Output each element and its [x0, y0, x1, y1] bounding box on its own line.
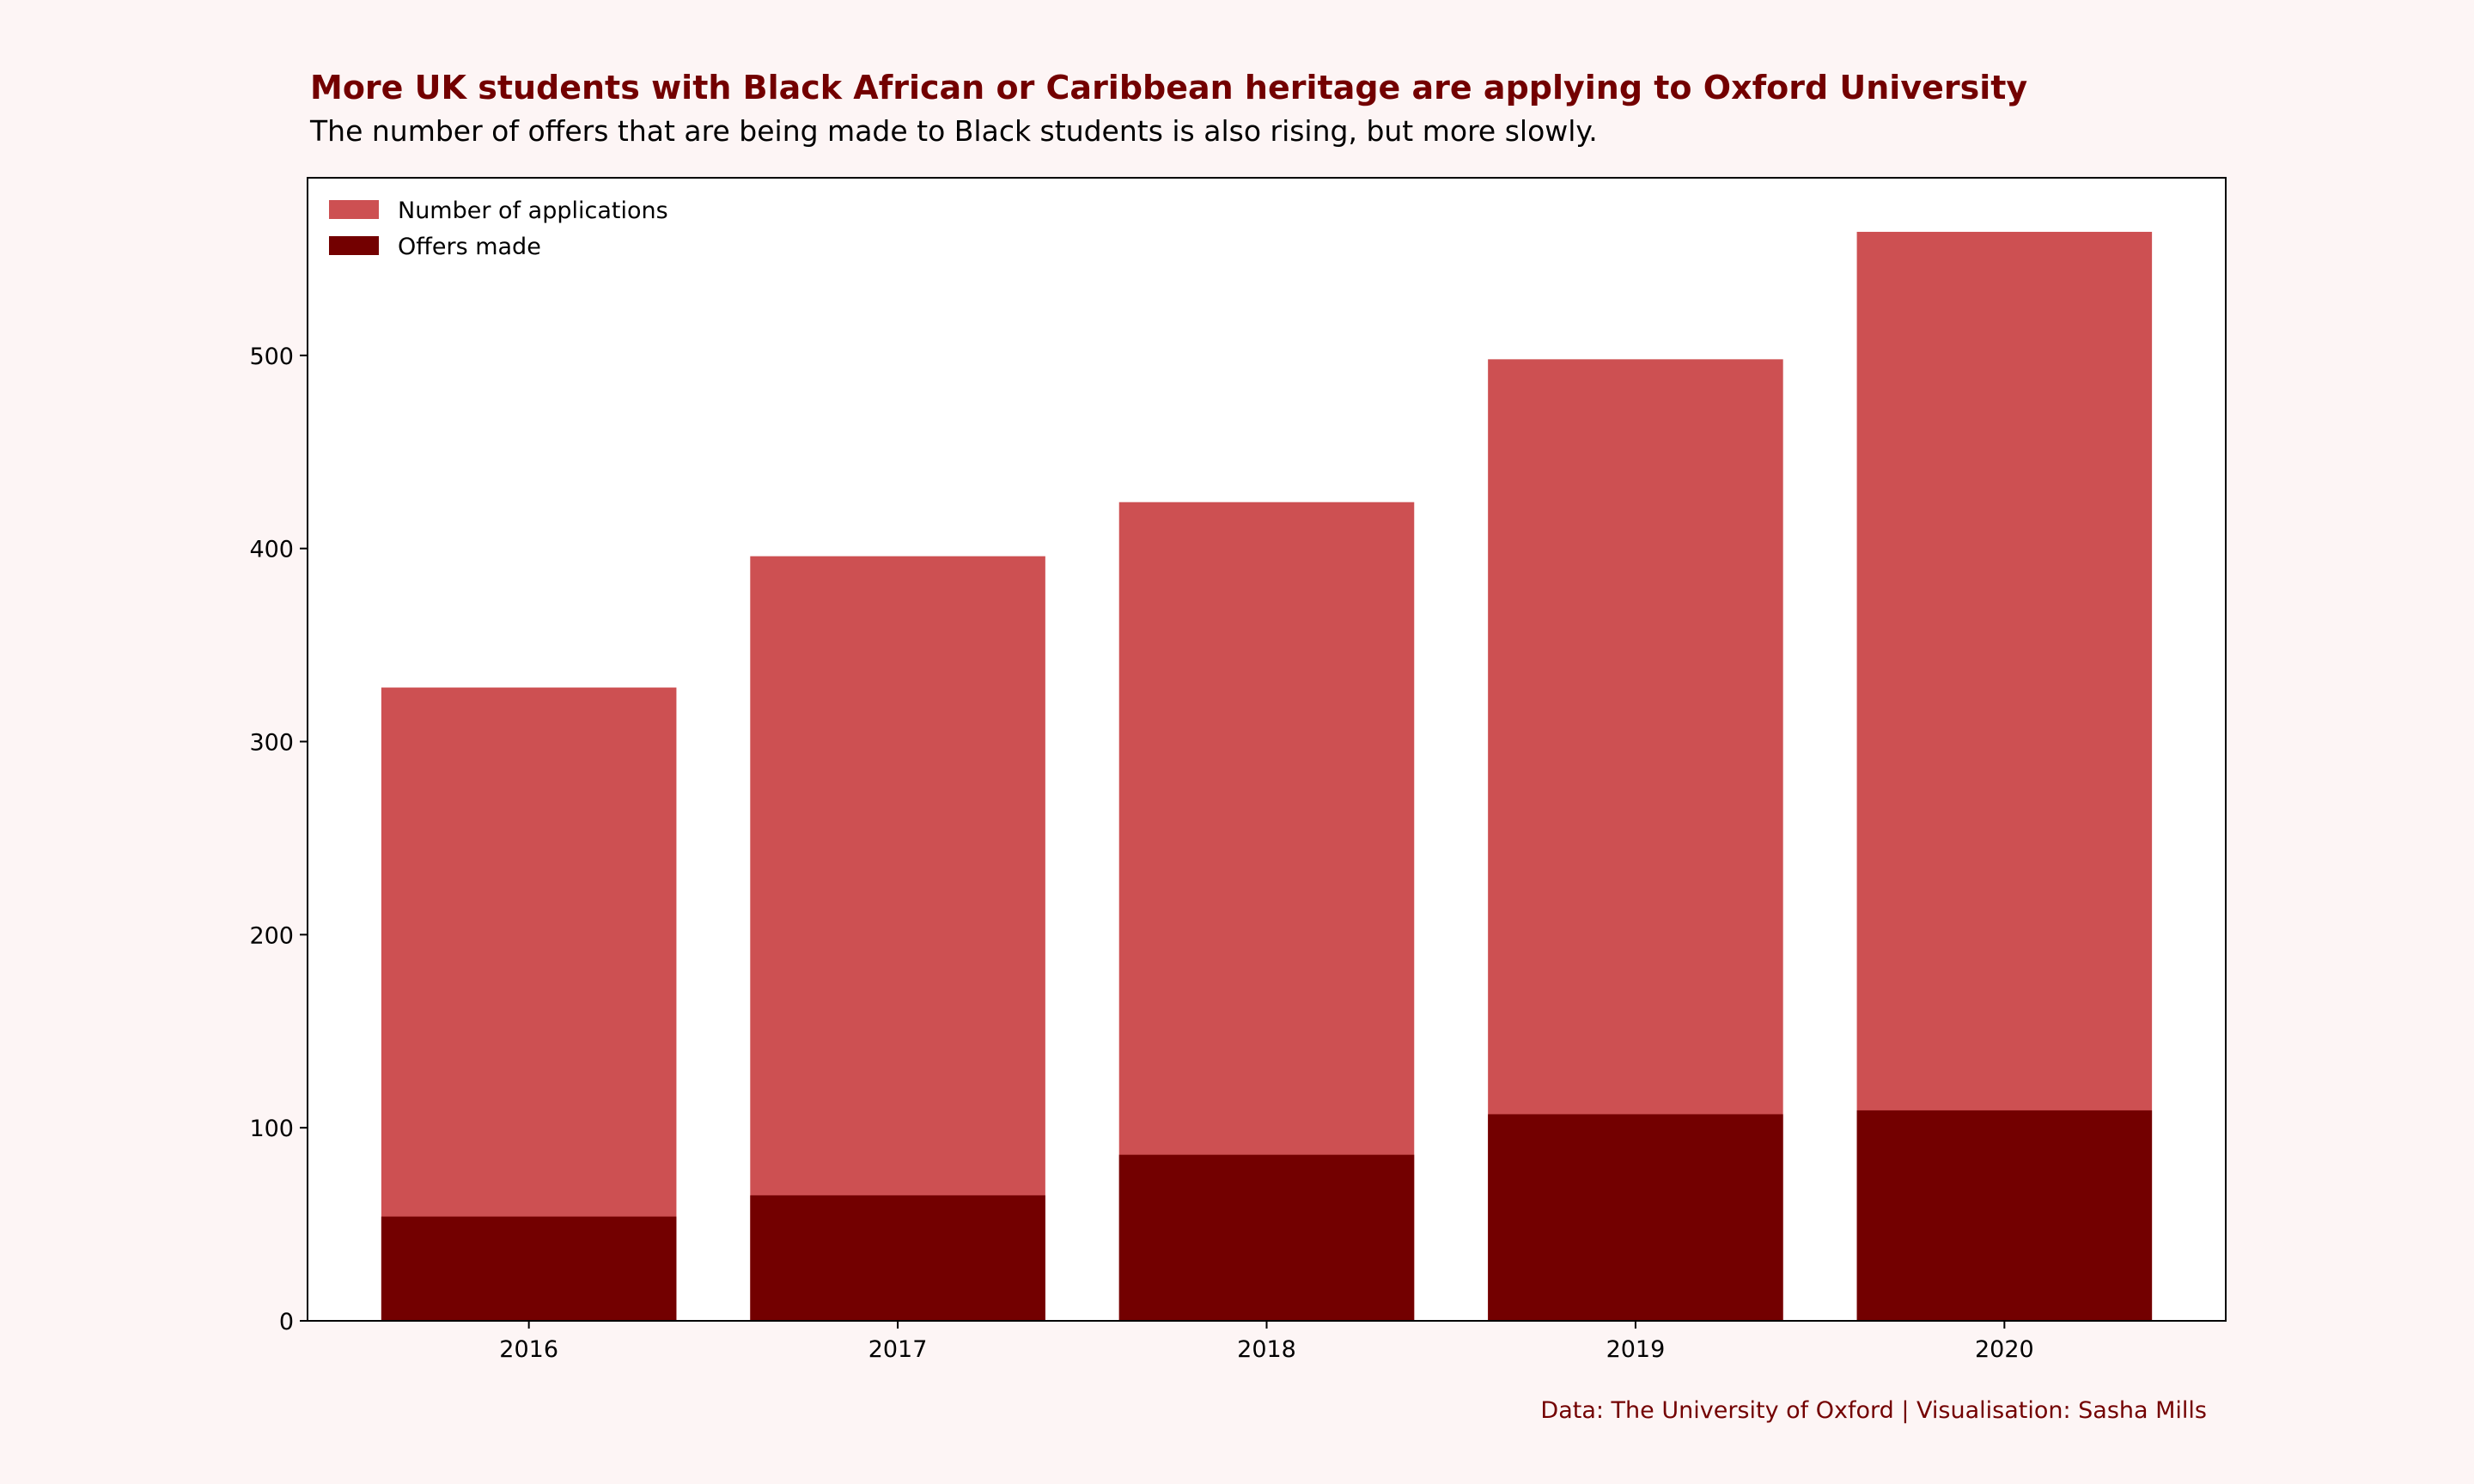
legend: Number of applications Offers made	[329, 198, 668, 260]
legend-swatch-applications	[329, 200, 379, 219]
data-credit: Data: The University of Oxford | Visuali…	[1540, 1397, 2207, 1424]
x-tick-label-2017: 2017	[868, 1336, 928, 1363]
offers-bar-2019	[1488, 1114, 1783, 1321]
legend-label-offers: Offers made	[398, 234, 541, 260]
offers-bar-2020	[1856, 1110, 2153, 1321]
y-tick-label: 500	[249, 344, 294, 370]
x-tick-label-2016: 2016	[499, 1336, 558, 1363]
y-tick-label: 200	[249, 922, 294, 949]
y-tick-label: 100	[249, 1116, 294, 1142]
x-axis: 2016 2017 2018 2019 2020	[499, 1321, 2034, 1363]
applications-bar-2017	[750, 556, 1045, 1321]
offers-bar-2017	[750, 1195, 1045, 1321]
offers-bar-2016	[381, 1216, 677, 1321]
legend-swatch-offers	[329, 236, 379, 255]
legend-label-applications: Number of applications	[398, 198, 668, 224]
offers-bars	[381, 1110, 2153, 1321]
y-tick-label: 0	[279, 1309, 294, 1335]
y-tick-label: 400	[249, 537, 294, 563]
offers-bar-2018	[1118, 1154, 1415, 1321]
x-tick-label-2018: 2018	[1237, 1336, 1296, 1363]
y-tick-label: 300	[249, 730, 294, 757]
x-tick-label-2019: 2019	[1606, 1336, 1666, 1363]
chart-subtitle: The number of offers that are being made…	[309, 114, 1598, 148]
x-tick-label-2020: 2020	[1975, 1336, 2034, 1363]
applications-bar-2016	[381, 687, 677, 1321]
chart-title: More UK students with Black African or C…	[310, 69, 2027, 106]
y-axis: 0 100 200 300 400 500	[249, 344, 308, 1335]
